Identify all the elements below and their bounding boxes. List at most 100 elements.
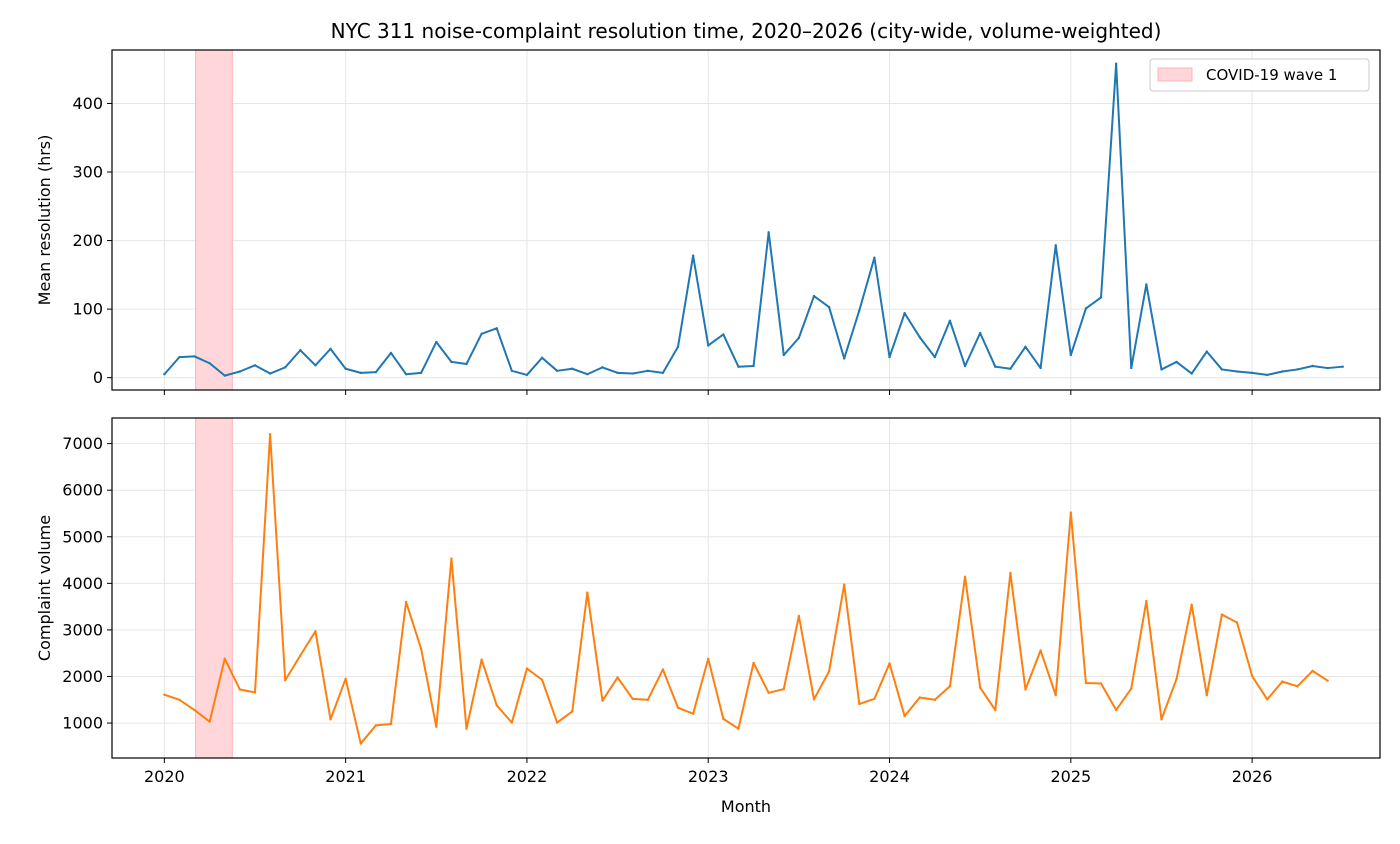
data-point <box>616 676 619 679</box>
data-point <box>752 661 755 665</box>
panel-volume: 2020 2021 2022 2023 2024 2025 2026 1000 2000 3000… <box>35 417 1381 786</box>
data-point <box>1190 603 1193 606</box>
data-point <box>1160 718 1163 721</box>
data-point <box>676 345 680 349</box>
data-point <box>994 365 997 368</box>
data-point <box>238 370 242 373</box>
data-point <box>193 708 196 712</box>
data-point <box>767 691 770 694</box>
data-point <box>465 362 468 366</box>
data-point <box>1250 674 1254 678</box>
data-point <box>359 371 362 375</box>
covid-shade-resolution <box>195 49 233 391</box>
data-point <box>1326 366 1329 370</box>
data-point <box>1311 669 1314 673</box>
data-point <box>933 355 937 359</box>
legend-box <box>1149 58 1370 92</box>
data-point <box>510 369 514 373</box>
x-tick-label: 2023 <box>688 767 729 786</box>
ylabel-resolution: Mean resolution (hrs) <box>35 135 54 306</box>
data-point <box>661 371 665 375</box>
data-point <box>782 687 785 691</box>
data-point <box>1009 367 1012 370</box>
data-point <box>797 614 801 618</box>
data-point <box>646 369 649 373</box>
data-point <box>737 365 740 368</box>
data-point <box>389 722 393 726</box>
x-tick-label: 2024 <box>869 767 910 786</box>
data-point <box>374 724 378 727</box>
data-point <box>178 698 181 701</box>
data-point <box>1114 62 1118 65</box>
data-point <box>646 698 649 701</box>
data-point <box>1039 366 1042 370</box>
data-point <box>661 668 665 671</box>
y-tick-label: 100 <box>72 300 103 319</box>
data-point <box>495 327 498 330</box>
data-point <box>691 254 695 257</box>
data-point <box>767 231 770 234</box>
y-tick-label: 7000 <box>62 434 103 453</box>
data-point <box>419 371 423 375</box>
data-point <box>1266 373 1269 377</box>
legend: COVID-19 wave 1 <box>1149 58 1370 92</box>
data-point <box>994 708 997 712</box>
data-point <box>329 347 332 351</box>
data-point <box>555 369 559 373</box>
data-point <box>782 353 785 357</box>
data-point <box>1235 370 1239 373</box>
data-point <box>404 600 408 604</box>
data-point <box>253 364 257 367</box>
data-point <box>918 336 921 339</box>
data-point <box>888 355 891 359</box>
data-point <box>571 710 574 713</box>
data-point <box>858 309 861 312</box>
data-point <box>1205 350 1208 353</box>
data-point <box>1250 371 1254 375</box>
data-point <box>978 686 982 689</box>
data-point <box>450 360 453 364</box>
x-tick-label: 2025 <box>1050 767 1091 786</box>
data-point <box>1296 368 1299 371</box>
data-point <box>1205 693 1208 697</box>
data-point <box>223 374 226 377</box>
data-point <box>163 693 166 696</box>
data-point <box>601 366 604 369</box>
chart-title: NYC 311 noise-complaint resolution time,… <box>331 19 1162 43</box>
data-point <box>435 725 438 728</box>
data-point <box>1175 677 1178 681</box>
data-point <box>812 294 816 298</box>
data-point <box>858 702 861 706</box>
x-tick-label: 2022 <box>507 767 548 786</box>
data-point <box>948 685 952 688</box>
legend-label-covid: COVID-19 wave 1 <box>1206 66 1337 84</box>
y-tick-label: 400 <box>72 94 103 113</box>
data-point <box>389 351 393 355</box>
y-tick-label: 200 <box>72 231 103 250</box>
data-point <box>737 727 740 730</box>
data-point <box>1130 687 1133 690</box>
data-point <box>963 575 967 579</box>
data-point <box>1069 353 1073 357</box>
data-point <box>1220 613 1224 616</box>
data-point <box>586 591 589 594</box>
data-point <box>268 372 272 375</box>
data-point <box>419 647 423 651</box>
data-point <box>978 331 982 335</box>
data-point <box>540 678 544 681</box>
data-point <box>344 367 347 370</box>
x-axis-label: Month <box>721 797 771 816</box>
panel-resolution: 0 100 200 300 400 Mean resolution (hrs) <box>35 49 1381 395</box>
data-point <box>843 357 846 360</box>
data-point <box>450 557 453 560</box>
data-point <box>888 662 891 665</box>
data-point <box>1145 283 1148 286</box>
data-point <box>178 355 181 359</box>
data-point <box>268 433 272 436</box>
data-point <box>843 583 846 586</box>
data-point <box>329 718 332 721</box>
data-point <box>873 697 876 701</box>
data-point <box>1326 679 1329 682</box>
data-point <box>1130 366 1133 370</box>
